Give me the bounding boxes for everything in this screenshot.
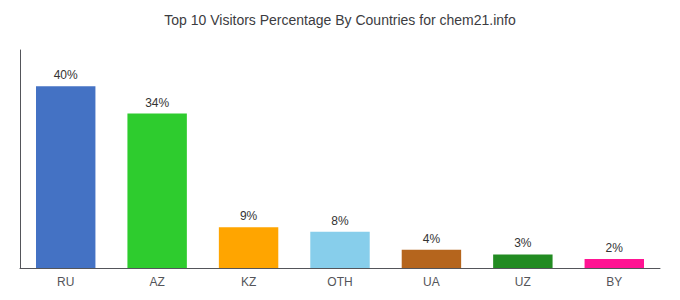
svg-text:2%: 2% bbox=[606, 241, 624, 255]
svg-text:40%: 40% bbox=[54, 68, 78, 82]
svg-text:9%: 9% bbox=[240, 209, 258, 223]
svg-text:UZ: UZ bbox=[515, 275, 531, 289]
svg-text:UA: UA bbox=[423, 275, 440, 289]
svg-text:3%: 3% bbox=[514, 236, 532, 250]
svg-text:KZ: KZ bbox=[241, 275, 256, 289]
svg-text:4%: 4% bbox=[423, 232, 441, 246]
svg-text:Top 10 Visitors Percentage By: Top 10 Visitors Percentage By Countries … bbox=[164, 12, 516, 28]
svg-text:AZ: AZ bbox=[149, 275, 164, 289]
svg-text:34%: 34% bbox=[145, 96, 169, 110]
svg-text:BY: BY bbox=[606, 275, 622, 289]
svg-text:8%: 8% bbox=[331, 214, 349, 228]
svg-text:RU: RU bbox=[57, 275, 74, 289]
svg-text:OTH: OTH bbox=[327, 275, 352, 289]
